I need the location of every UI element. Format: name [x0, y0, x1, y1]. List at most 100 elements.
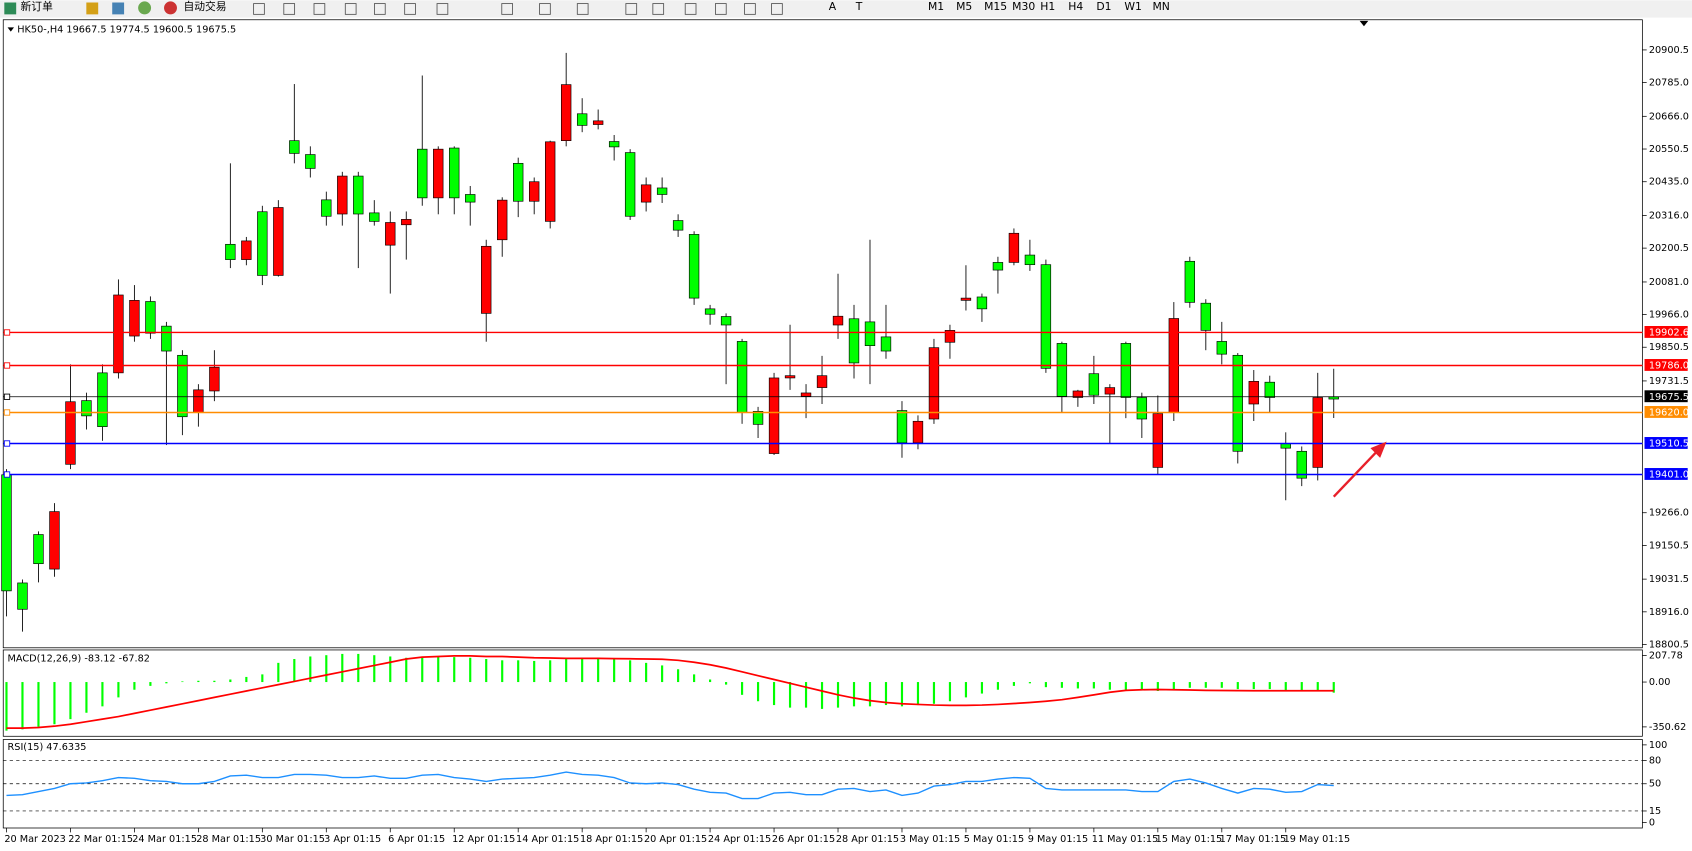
candle-body	[337, 175, 348, 215]
timeframe-button[interactable]: D1	[1096, 0, 1111, 13]
level-label: 19902.6	[1649, 327, 1689, 338]
y-tick-label: 50	[1649, 779, 1661, 790]
timeframe-button[interactable]: H1	[1040, 0, 1055, 13]
y-tick-label: 20550.5	[1649, 144, 1689, 155]
tool-icon[interactable]	[771, 3, 783, 15]
tool-icon[interactable]	[436, 3, 449, 15]
indicator-title: RSI(15) 47.6335	[8, 742, 87, 753]
y-tick-label: 20316.0	[1649, 210, 1689, 221]
macd-bar	[373, 655, 376, 683]
candle-body	[113, 294, 124, 374]
y-tick-label: 19031.5	[1649, 574, 1689, 585]
candle-body	[225, 243, 236, 260]
macd-bar	[581, 657, 584, 683]
text-tool[interactable]: A	[829, 0, 837, 13]
tool-icon[interactable]	[501, 3, 513, 15]
macd-bar	[980, 682, 984, 694]
level-marker	[3, 329, 11, 336]
y-tick-label: 19266.0	[1649, 508, 1689, 519]
macd-bar	[437, 656, 440, 683]
timeframe-button[interactable]: M5	[956, 0, 972, 13]
candle-body	[848, 318, 860, 364]
candle-body	[960, 297, 972, 301]
timeframe-button[interactable]: M30	[1012, 0, 1035, 13]
tool-icon[interactable]	[374, 3, 386, 15]
candle-body	[1040, 264, 1052, 369]
autotrading-icon[interactable]	[164, 1, 177, 15]
timeframe-button[interactable]: MN	[1152, 0, 1169, 13]
tool-icon[interactable]	[344, 3, 357, 15]
candle-body	[1200, 302, 1211, 331]
tool-icon[interactable]	[283, 3, 296, 15]
tool-icon[interactable]	[253, 3, 265, 15]
tool-icon[interactable]	[576, 3, 589, 15]
x-tick-label: 28 Apr 01:15	[836, 834, 899, 845]
x-tick-label: 11 May 01:15	[1092, 834, 1159, 845]
toolbar-icon[interactable]	[112, 2, 125, 15]
macd-bar	[1044, 682, 1047, 688]
y-tick-label: 0.00	[1649, 677, 1671, 688]
tool-icon[interactable]	[714, 3, 727, 15]
candle-body	[145, 301, 156, 334]
tool-icon[interactable]	[652, 3, 665, 15]
candle-body	[1216, 341, 1227, 355]
candle-body	[289, 140, 300, 154]
candle-body	[449, 147, 460, 199]
macd-bar	[804, 682, 808, 708]
macd-bar	[645, 662, 648, 683]
x-tick-label: 22 Mar 01:15	[68, 834, 133, 845]
macd-bar	[852, 682, 856, 707]
candle-body	[1152, 413, 1164, 468]
macd-bar	[533, 660, 536, 683]
tool-icon[interactable]	[404, 3, 416, 15]
x-tick-label: 15 May 01:15	[1156, 834, 1223, 845]
y-tick-label: 100	[1649, 740, 1668, 751]
timeframe-button[interactable]: M15	[984, 0, 1007, 13]
timeframe-button[interactable]: W1	[1124, 0, 1142, 13]
candle-body	[1008, 232, 1020, 263]
candle-body	[624, 152, 636, 217]
plot-layer: 20 Mar 2023 22 Mar 01:15 24 Mar 01:15 28 Ma…	[1, 24, 1689, 845]
autotrading-button[interactable]: 自动交易	[183, 0, 226, 13]
toolbar-icon[interactable]	[138, 1, 152, 15]
timeframe-button[interactable]: H4	[1068, 0, 1083, 13]
x-tick-label: 20 Mar 2023	[4, 834, 66, 845]
level-label: 19675.5	[1649, 392, 1689, 403]
y-tick-label: 18800.5	[1649, 640, 1689, 651]
y-tick-label: 20900.5	[1649, 45, 1689, 56]
y-tick-label: 15	[1649, 806, 1661, 817]
macd-bar	[1204, 682, 1207, 688]
candle-body	[369, 212, 380, 222]
tool-icon[interactable]	[684, 3, 697, 15]
tool-icon[interactable]	[744, 3, 756, 15]
y-tick-label: 207.78	[1649, 650, 1683, 661]
macd-bar	[517, 660, 520, 683]
x-tick-label: 24 Mar 01:15	[132, 834, 197, 845]
y-tick-label: 20666.0	[1649, 111, 1689, 122]
macd-bar	[1300, 682, 1303, 692]
new-order-icon[interactable]	[4, 2, 17, 15]
macd-bar	[820, 682, 824, 709]
macd-bar	[677, 669, 680, 683]
y-tick-label: 80	[1649, 755, 1661, 766]
new-order-button[interactable]: 新订单	[21, 0, 54, 13]
candle-body	[992, 262, 1004, 271]
macd-bar	[1220, 682, 1223, 688]
macd-bar	[325, 655, 328, 683]
timeframes: M1 M5 M15 M30 H1 H4 D1 W1 MN	[928, 0, 1170, 13]
macd-bar	[1156, 682, 1159, 692]
macd-bar	[5, 682, 8, 731]
candle-body	[433, 148, 444, 199]
label-tool[interactable]: T	[855, 0, 863, 13]
toolbar-icon[interactable]	[86, 2, 99, 15]
y-tick-label: 20435.0	[1649, 177, 1689, 188]
candle-body	[1184, 260, 1196, 303]
x-tick-label: 30 Mar 01:15	[260, 834, 325, 845]
tool-icon[interactable]	[313, 3, 326, 15]
candle-body	[752, 411, 764, 425]
tool-icon[interactable]	[539, 3, 551, 15]
timeframe-button[interactable]: M1	[928, 0, 944, 13]
tool-icon[interactable]	[625, 3, 638, 15]
macd-bar	[1188, 682, 1191, 688]
macd-bar	[229, 679, 232, 683]
